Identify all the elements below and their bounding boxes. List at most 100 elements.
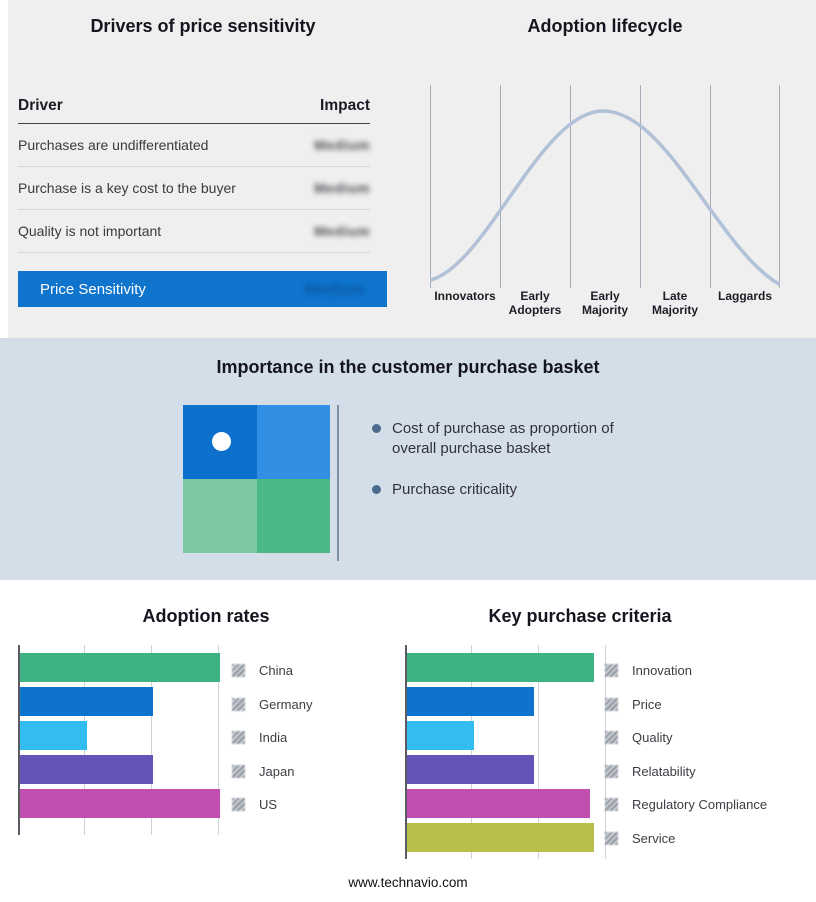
bar-row xyxy=(20,687,220,716)
legend-item: China xyxy=(232,654,312,688)
bar-plot xyxy=(18,645,220,835)
bullet-item: Purchase criticality xyxy=(372,480,634,500)
bar-relatability xyxy=(407,755,534,784)
drivers-table-header: Driver Impact xyxy=(18,92,370,124)
legend-label: Quality xyxy=(632,730,673,746)
basket-title: Importance in the customer purchase bask… xyxy=(216,357,600,377)
impact-value-blurred: Medium xyxy=(314,223,370,239)
lifecycle-stage-labels: Innovators Early Adopters Early Majority… xyxy=(430,289,780,318)
chart-title: Key purchase criteria xyxy=(488,606,672,626)
bar-plot xyxy=(405,645,607,859)
stage-label: Early Majority xyxy=(581,289,628,317)
lifecycle-chart xyxy=(429,85,781,288)
bar-regulatory-compliance xyxy=(407,789,591,818)
chart-legend: China Germany India Japan US xyxy=(232,654,312,822)
legend-label: Relatability xyxy=(632,763,696,779)
bullet-icon xyxy=(372,424,381,433)
drivers-title: Drivers of price sensitivity xyxy=(90,16,316,36)
bar-row xyxy=(407,687,607,716)
driver-row: Purchase is a key cost to the buyer Medi… xyxy=(18,167,370,210)
quadrant-cell xyxy=(256,479,330,553)
driver-row: Quality is not important Medium xyxy=(18,210,370,253)
stage-label: Laggards xyxy=(717,289,772,303)
bullet-item: Cost of purchase as proportion of overal… xyxy=(372,419,634,459)
driver-name: Purchases are undifferentiated xyxy=(18,137,209,153)
bar-china xyxy=(20,653,220,682)
legend-swatch-icon xyxy=(605,664,618,678)
purchase-basket-quadrant xyxy=(183,405,330,553)
bullet-icon xyxy=(372,484,381,494)
price-sensitivity-value-blurred: Medium xyxy=(305,280,365,298)
legend-item: Regulatory Compliance xyxy=(605,788,767,822)
bell-curve-path xyxy=(429,109,781,286)
bar-japan xyxy=(20,755,154,784)
bar-quality xyxy=(407,721,474,750)
price-sensitivity-bar: Price Sensitivity Medium xyxy=(18,271,387,307)
y-axis xyxy=(405,645,407,859)
top-section: Drivers of price sensitivity Driver Impa… xyxy=(8,0,816,338)
legend-item: Price xyxy=(605,688,767,722)
lifecycle-gridlines xyxy=(430,85,780,288)
bullet-text: Cost of purchase as proportion of overal… xyxy=(392,420,614,457)
legend-label: Price xyxy=(632,696,662,712)
legend-item: Quality xyxy=(605,721,767,755)
legend-swatch-icon xyxy=(605,831,618,845)
legend-label: India xyxy=(259,730,288,746)
footer-url: www.technavio.com xyxy=(348,875,468,890)
driver-name: Purchase is a key cost to the buyer xyxy=(18,180,236,196)
legend-swatch-icon xyxy=(232,731,245,745)
drivers-table: Driver Impact Purchases are undifferenti… xyxy=(18,92,370,253)
legend-label: Germany xyxy=(259,696,313,712)
legend-item: Japan xyxy=(232,755,312,789)
bar-row xyxy=(20,721,220,750)
lifecycle-title: Adoption lifecycle xyxy=(527,16,683,36)
legend-item: Relatability xyxy=(605,755,767,789)
purchase-basket-section: Importance in the customer purchase bask… xyxy=(0,338,816,580)
impact-value-blurred: Medium xyxy=(314,137,370,153)
legend-swatch-icon xyxy=(605,697,618,711)
column-header-impact: Impact xyxy=(320,97,370,114)
legend-swatch-icon xyxy=(232,664,245,678)
bar-row xyxy=(407,653,607,682)
legend-swatch-icon xyxy=(605,764,618,778)
bar-service xyxy=(407,823,594,852)
basket-bullets: Cost of purchase as proportion of overal… xyxy=(372,419,634,520)
bar-price xyxy=(407,687,534,716)
legend-item: Innovation xyxy=(605,654,767,688)
legend-item: US xyxy=(232,788,312,822)
legend-label: US xyxy=(259,797,278,813)
bar-row xyxy=(407,823,607,852)
bar-row xyxy=(20,653,220,682)
quadrant-cell xyxy=(183,479,257,553)
bar-row xyxy=(407,721,607,750)
legend-label: Service xyxy=(632,830,676,846)
bars-area xyxy=(407,653,607,857)
bar-germany xyxy=(20,687,154,716)
marker-dot-icon xyxy=(212,432,231,451)
bar-row xyxy=(20,789,220,818)
legend-item: India xyxy=(232,721,312,755)
bar-row xyxy=(407,755,607,784)
bar-innovation xyxy=(407,653,594,682)
legend-swatch-icon xyxy=(232,764,245,778)
quadrant-cell xyxy=(256,405,330,479)
driver-name: Quality is not important xyxy=(18,223,162,239)
stage-label: Early Adopters xyxy=(508,289,562,317)
legend-swatch-icon xyxy=(232,798,245,812)
driver-row: Purchases are undifferentiated Medium xyxy=(18,124,370,167)
column-header-driver: Driver xyxy=(18,97,63,114)
bars-area xyxy=(20,653,220,823)
impact-value-blurred: Medium xyxy=(314,180,370,196)
bar-india xyxy=(20,721,87,750)
chart-legend: Innovation Price Quality Relatability Regula… xyxy=(605,654,767,855)
bar-row xyxy=(407,789,607,818)
legend-item: Service xyxy=(605,822,767,856)
bell-curve xyxy=(429,85,781,288)
stage-label: Innovators xyxy=(434,289,496,303)
price-sensitivity-label: Price Sensitivity xyxy=(40,280,146,298)
legend-swatch-icon xyxy=(605,798,618,812)
legend-label: Innovation xyxy=(632,663,692,679)
chart-title: Adoption rates xyxy=(142,606,270,626)
legend-swatch-icon xyxy=(232,697,245,711)
